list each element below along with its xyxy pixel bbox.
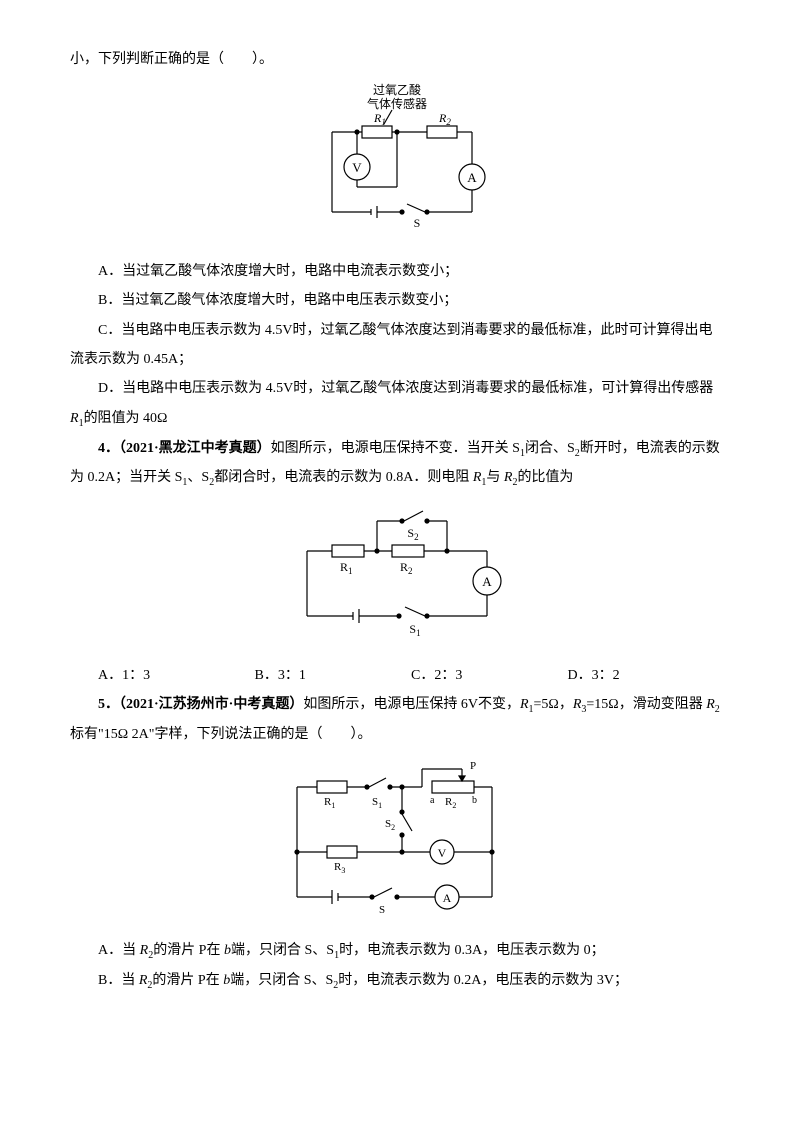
svg-text:S1: S1 [409, 622, 420, 638]
q5-diagram: P a b R2 R1 S1 S2 V R3 S [70, 757, 724, 928]
q3-opt-d: D．当电路中电压表示数为 4.5V时，过氧乙酸气体浓度达到消毒要求的最低标准，可… [70, 374, 724, 433]
svg-text:气体传感器: 气体传感器 [367, 96, 427, 111]
q4-opt-d: D．3：2 [568, 661, 725, 690]
svg-text:b: b [472, 795, 477, 806]
q3-opt-c: C．当电路中电压表示数为 4.5V时，过氧乙酸气体浓度达到消毒要求的最低标准，此… [70, 316, 724, 375]
svg-text:R2: R2 [445, 796, 456, 810]
q4-stem: 4．（2021·黑龙江中考真题）如图所示，电源电压保持不变．当开关 S1闭合、S… [70, 434, 724, 494]
svg-text:R2: R2 [438, 111, 451, 127]
svg-text:S: S [414, 216, 421, 230]
svg-text:P: P [470, 760, 476, 772]
q4-diagram: S2 A S1 R1 R2 [70, 501, 724, 652]
svg-text:过氧乙酸: 过氧乙酸 [373, 82, 421, 97]
q5-opt-b: B．当 R2的滑片 P在 b端，只闭合 S、S2时，电流表示数为 0.2A，电压… [70, 966, 724, 996]
svg-text:S: S [379, 904, 385, 916]
svg-text:S2: S2 [385, 818, 395, 832]
svg-text:A: A [443, 891, 452, 905]
svg-text:S2: S2 [407, 526, 418, 542]
svg-text:R1: R1 [373, 111, 386, 127]
q3-opt-b: B．当过氧乙酸气体浓度增大时，电路中电压表示数变小； [70, 286, 724, 315]
svg-text:R1: R1 [324, 796, 335, 810]
svg-text:S1: S1 [372, 796, 382, 810]
q3-opt-a: A．当过氧乙酸气体浓度增大时，电路中电流表示数变小； [70, 257, 724, 286]
svg-text:R1: R1 [340, 560, 353, 576]
svg-text:A: A [482, 574, 492, 589]
svg-text:R3: R3 [334, 861, 345, 875]
svg-text:A: A [467, 170, 477, 185]
q4-opt-a: A．1：3 [98, 661, 255, 690]
q3-cont: 小，下列判断正确的是（ ）。 [70, 45, 724, 74]
q5-opt-a: A．当 R2的滑片 P在 b端，只闭合 S、S1时，电流表示数为 0.3A，电压… [70, 936, 724, 966]
svg-text:V: V [352, 160, 362, 175]
svg-text:V: V [438, 846, 447, 860]
svg-text:a: a [430, 795, 435, 806]
q4-opt-c: C．2：3 [411, 661, 568, 690]
q4-options: A．1：3 B．3：1 C．2：3 D．3：2 [98, 661, 724, 690]
q4-opt-b: B．3：1 [255, 661, 412, 690]
svg-text:R2: R2 [400, 560, 413, 576]
q5-stem: 5．（2021·江苏扬州市·中考真题）如图所示，电源电压保持 6V不变，R1=5… [70, 690, 724, 749]
q3-diagram: 过氧乙酸 气体传感器 A S V R1 R2 [70, 82, 724, 248]
